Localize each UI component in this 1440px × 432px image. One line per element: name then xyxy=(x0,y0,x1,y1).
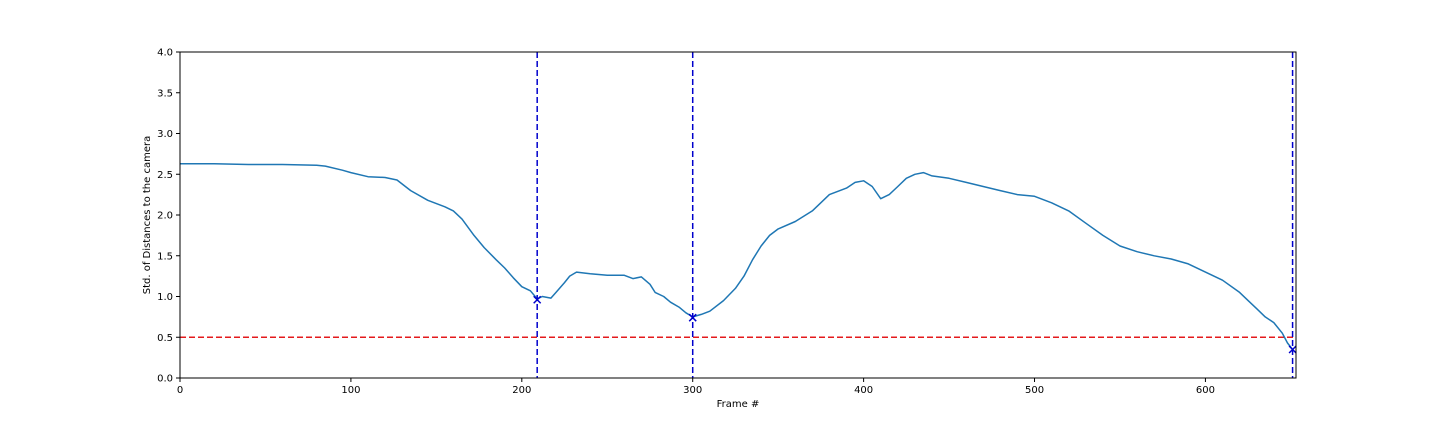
y-tick-label-2: 1.0 xyxy=(157,292,173,303)
y-tick-label-3: 1.5 xyxy=(157,251,173,262)
plot-background xyxy=(180,52,1296,378)
y-tick-label-4: 2.0 xyxy=(157,211,173,222)
y-tick-label-8: 4.0 xyxy=(157,48,173,59)
x-tick-label-4: 400 xyxy=(854,385,873,396)
x-axis-label: Frame # xyxy=(717,399,760,410)
x-tick-label-0: 0 xyxy=(177,385,183,396)
marker-1 xyxy=(688,313,697,322)
y-tick-label-6: 3.0 xyxy=(157,129,173,140)
x-axis-ticks: 0 100 200 300 400 500 600 xyxy=(177,378,1215,396)
y-tick-label-1: 0.5 xyxy=(157,333,173,344)
markers xyxy=(533,295,1297,354)
series-line-0 xyxy=(180,162,1294,350)
marker-lines xyxy=(536,52,1294,378)
y-tick-label-7: 3.5 xyxy=(157,88,173,99)
data-series xyxy=(180,162,1294,350)
marker-2 xyxy=(1288,345,1297,354)
y-axis-ticks: 0.0 0.5 1.0 1.5 2.0 2.5 3.0 3.5 4.0 xyxy=(157,48,180,385)
x-tick-label-5: 500 xyxy=(1025,385,1044,396)
x-tick-label-3: 300 xyxy=(683,385,702,396)
y-axis-label: Std. of Distances to the camera xyxy=(142,136,153,294)
plot-area xyxy=(180,52,1296,378)
y-tick-label-0: 0.0 xyxy=(157,374,173,385)
x-tick-label-6: 600 xyxy=(1196,385,1215,396)
y-tick-label-5: 2.5 xyxy=(157,170,173,181)
marker-0 xyxy=(533,295,542,304)
x-tick-label-2: 200 xyxy=(512,385,531,396)
x-tick-label-1: 100 xyxy=(341,385,360,396)
